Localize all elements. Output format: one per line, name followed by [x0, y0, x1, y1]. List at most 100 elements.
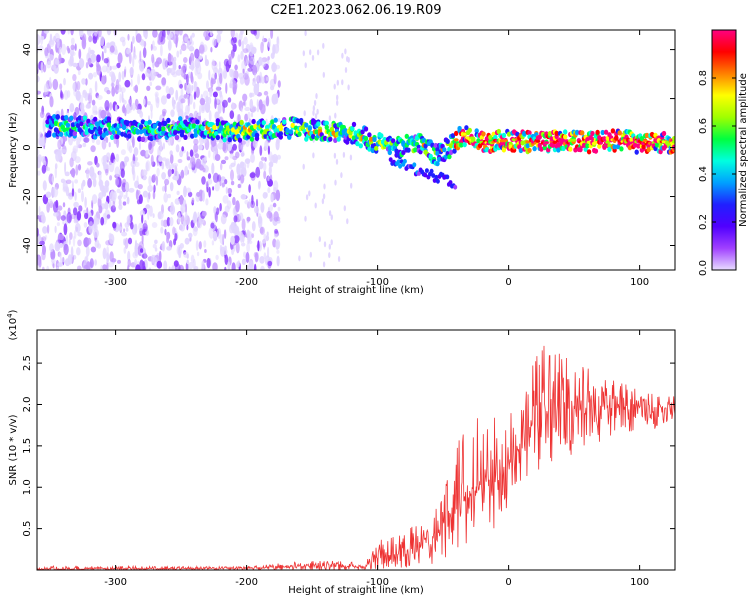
noise-speck: [89, 221, 93, 230]
noise-speck: [236, 163, 241, 176]
noise-speck: [178, 65, 181, 70]
noise-speck: [249, 98, 254, 109]
ridge-cell: [138, 129, 144, 135]
noise-speck: [253, 263, 257, 270]
noise-speck: [249, 172, 256, 179]
noise-speck: [122, 103, 126, 113]
noise-speck: [152, 30, 158, 38]
noise-speck: [254, 72, 257, 85]
noise-speck: [52, 263, 55, 269]
noise-speck: [118, 204, 123, 211]
noise-speck: [346, 218, 349, 225]
noise-speck: [267, 187, 271, 194]
ridge-cell: [98, 129, 103, 135]
ridge-cell: [278, 126, 283, 132]
noise-speck: [67, 254, 73, 265]
noise-speck: [137, 103, 142, 111]
noise-speck: [177, 108, 184, 119]
ridge-cell: [89, 124, 95, 130]
noise-speck: [112, 221, 117, 229]
noise-speck: [254, 205, 259, 214]
noise-speck: [260, 202, 265, 213]
noise-speck: [100, 264, 103, 270]
ridge-cell: [374, 145, 379, 151]
ridge-cell: [404, 133, 409, 139]
noise-speck: [164, 228, 167, 236]
noise-speck: [240, 107, 243, 113]
noise-speck: [65, 186, 70, 197]
noise-speck: [99, 179, 103, 192]
noise-speck: [62, 202, 66, 208]
noise-speck: [170, 109, 175, 118]
x-tick-label: -100: [366, 577, 389, 588]
noise-speck: [137, 184, 143, 190]
noise-speck: [183, 57, 188, 63]
noise-speck: [37, 75, 40, 83]
ridge-cell: [261, 120, 266, 126]
noise-speck: [139, 141, 141, 151]
noise-speck: [232, 196, 236, 206]
noise-speck: [275, 216, 281, 222]
noise-speck: [42, 64, 47, 73]
noise-speck: [125, 227, 129, 232]
noise-speck: [219, 90, 223, 98]
noise-speck: [206, 80, 209, 90]
noise-speck: [77, 232, 83, 237]
ridge-cell: [532, 146, 537, 152]
noise-speck: [180, 169, 185, 179]
noise-speck: [167, 193, 172, 199]
noise-speck: [52, 78, 59, 91]
ridge-cell: [379, 133, 384, 139]
ridge-cell: [580, 130, 585, 136]
snr-series-line: [37, 345, 675, 570]
noise-speck: [298, 255, 301, 262]
noise-speck: [90, 145, 96, 153]
ridge-cell: [52, 114, 57, 120]
noise-speck: [250, 92, 255, 98]
ridge-cell: [65, 122, 71, 128]
noise-speck: [246, 229, 250, 241]
colorbar-tick-label: 0.0: [698, 260, 709, 276]
colorbar-gradient: [711, 29, 737, 271]
noise-speck: [129, 66, 134, 76]
ridge-cell: [84, 129, 89, 135]
noise-speck: [147, 208, 150, 221]
noise-speck: [210, 30, 213, 37]
ridge-cell: [212, 124, 217, 130]
ridge-cell: [522, 130, 527, 137]
ridge-cell: [484, 147, 490, 153]
noise-speck: [268, 165, 272, 176]
noise-speck: [197, 219, 203, 229]
noise-speck: [88, 72, 94, 80]
noise-speck: [244, 106, 251, 112]
ridge-cell: [421, 137, 427, 143]
noise-speck: [247, 264, 250, 270]
noise-speck: [93, 30, 98, 37]
noise-speck: [139, 111, 144, 118]
noise-speck: [139, 209, 145, 217]
noise-speck: [87, 57, 92, 66]
ridge-cell: [161, 126, 166, 132]
ridge-cell: [324, 120, 329, 126]
ridge-cell: [655, 142, 660, 148]
noise-speck: [183, 251, 189, 258]
noise-speck: [120, 149, 126, 156]
noise-speck: [309, 251, 312, 258]
ridge-cell: [152, 123, 157, 129]
noise-speck: [109, 101, 113, 111]
noise-speck: [85, 78, 88, 86]
ridge-cell: [166, 117, 171, 123]
ridge-cell: [372, 136, 377, 143]
ridge-cell: [661, 130, 667, 137]
noise-speck: [266, 76, 269, 82]
noise-speck: [179, 150, 184, 158]
noise-speck: [152, 243, 157, 249]
ridge-cell: [190, 133, 195, 139]
noise-speck: [72, 74, 77, 82]
noise-speck: [262, 192, 268, 199]
noise-speck: [150, 103, 153, 112]
noise-speck: [73, 112, 77, 120]
ridge-cell: [195, 119, 200, 125]
noise-speck: [328, 210, 332, 217]
noise-speck: [124, 79, 131, 88]
